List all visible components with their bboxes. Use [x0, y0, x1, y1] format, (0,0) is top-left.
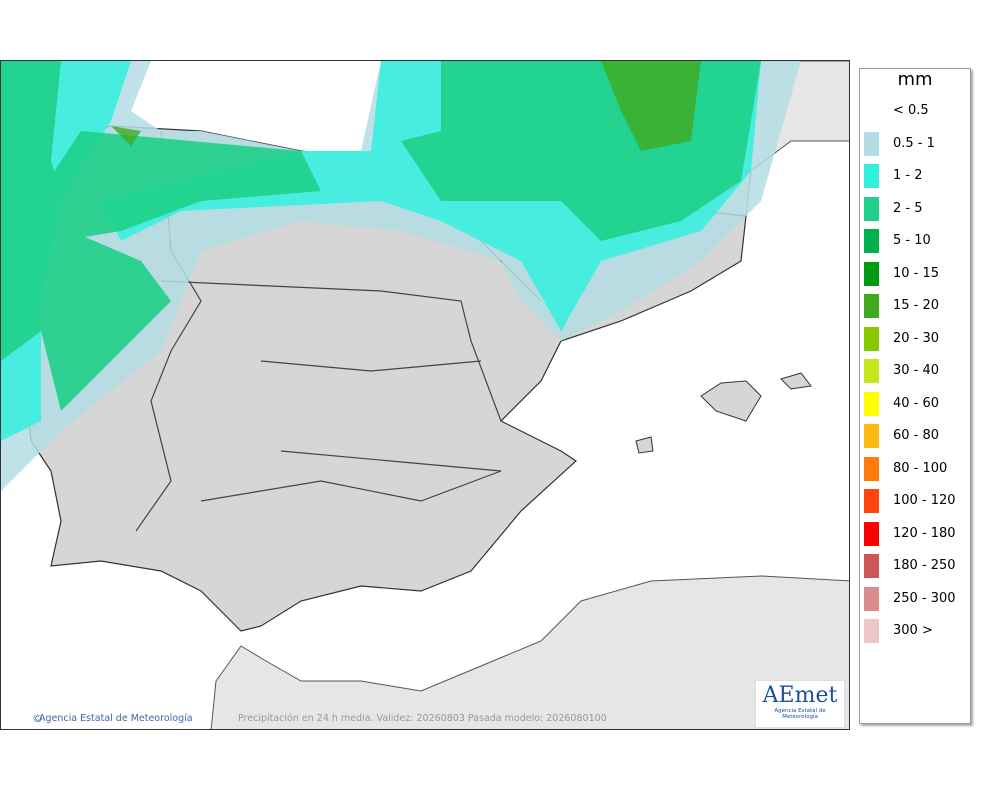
logo: AEmet Agencia Estatal de Meteorología — [755, 680, 845, 728]
legend-label: 0.5 - 1 — [893, 135, 935, 151]
legend-swatch — [864, 456, 879, 481]
legend-swatch — [864, 359, 879, 383]
legend-swatch — [864, 424, 879, 448]
legend-swatch — [864, 229, 879, 253]
legend-label: 10 - 15 — [893, 265, 940, 281]
legend-swatch — [864, 489, 879, 513]
regions — [135, 130, 592, 532]
legend-label: < 0.5 — [893, 103, 929, 118]
precipitation — [1, 61, 801, 491]
legend-swatch — [864, 521, 879, 546]
legend-label: 100 - 120 — [893, 493, 956, 508]
legend-swatch — [864, 586, 879, 611]
legend-swatch — [864, 261, 879, 286]
legend-label: 180 - 250 — [893, 558, 956, 573]
map-svg: © — [1, 61, 849, 729]
legend-label: 80 - 100 — [893, 460, 948, 476]
legend-title: mm — [897, 69, 933, 90]
legend-swatch — [864, 619, 879, 643]
legend-label: 2 - 5 — [893, 200, 923, 216]
legend-swatch — [864, 554, 879, 578]
legend-swatch — [864, 131, 879, 156]
logo-subtitle: Agencia Estatal de Meteorología — [774, 708, 826, 720]
logo-name: AEmet — [762, 683, 838, 708]
caption: Precipitación en 24 h media. Validez: 20… — [238, 713, 607, 724]
legend-label: 1 - 2 — [893, 168, 923, 183]
legend-swatch — [864, 391, 879, 416]
legend-swatch — [864, 294, 879, 318]
legend-label: 250 - 300 — [893, 590, 956, 606]
map: © Agencia Estatal de Meteorología Precip… — [0, 60, 850, 730]
legend-label: 40 - 60 — [893, 395, 940, 411]
credit: Agencia Estatal de Meteorología — [39, 713, 193, 724]
legend: mm < 0.5 0.5 - 1 1 - 2 2 - 5 5 - 10 10 - 15 15… — [859, 68, 971, 724]
legend-label: 20 - 30 — [893, 330, 940, 346]
legend-label: 15 - 20 — [893, 298, 940, 313]
legend-swatch — [864, 196, 879, 221]
legend-label: 300 > — [893, 623, 933, 638]
legend-swatch — [864, 326, 879, 351]
legend-label: 5 - 10 — [893, 233, 931, 248]
svg-text:©: © — [32, 712, 43, 725]
africa — [210, 575, 849, 729]
legend-swatch — [864, 164, 879, 188]
legend-label: 30 - 40 — [893, 363, 940, 378]
legend-label: 120 - 180 — [893, 525, 956, 541]
legend-label: 60 - 80 — [893, 428, 940, 443]
